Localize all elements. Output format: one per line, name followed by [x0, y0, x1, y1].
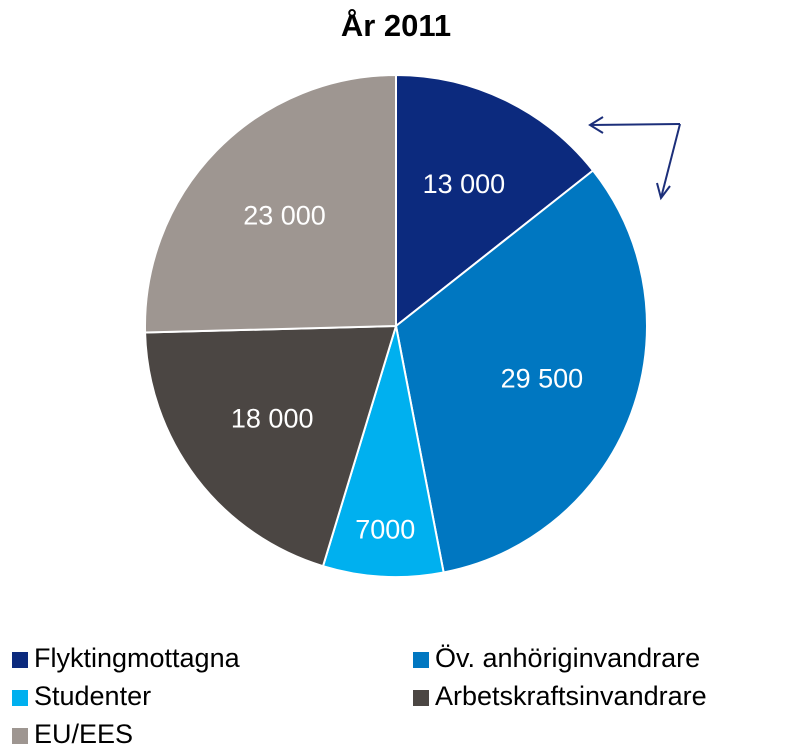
pie-slice: [321, 325, 445, 578]
legend-swatch: [413, 652, 429, 668]
data-label: 29 500: [501, 363, 584, 393]
arrow: [589, 123, 681, 126]
arrow: [660, 123, 681, 199]
legend-swatch: [12, 690, 28, 706]
legend-label: Öv. anhöriginvandrare: [435, 643, 700, 673]
legend-swatch: [12, 652, 28, 668]
legend-label: Arbetskraftsinvandrare: [435, 681, 707, 711]
data-label: 23 000: [243, 201, 326, 231]
pie-slice: [144, 324, 398, 568]
arrow-head: [588, 116, 604, 134]
pie-slice: [394, 169, 648, 574]
data-label: 13 000: [423, 169, 506, 199]
legend-label: Flyktingmottagna: [34, 643, 241, 673]
legend-label: Studenter: [34, 681, 151, 711]
pie-slice: [144, 73, 397, 334]
arrow-head: [656, 182, 671, 201]
annotation-arrows: [588, 116, 681, 201]
data-label: 18 000: [231, 403, 314, 433]
legend-swatch: [12, 728, 28, 744]
legend-label: EU/EES: [34, 719, 133, 749]
chart-title: År 2011: [341, 8, 451, 43]
data-label: 7000: [355, 515, 415, 545]
pie-slice: [395, 73, 595, 329]
legend-swatch: [413, 690, 429, 706]
